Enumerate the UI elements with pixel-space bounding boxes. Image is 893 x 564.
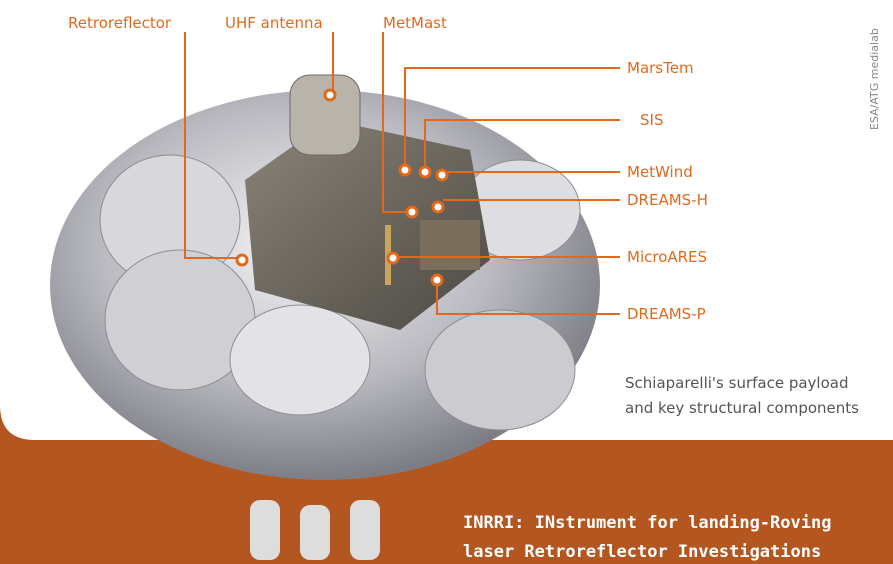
caption: and key structural components [625, 399, 859, 417]
label: UHF antenna [225, 14, 323, 32]
label: MarsTem [627, 59, 694, 77]
label: Retroreflector [68, 14, 172, 32]
label: MicroARES [627, 248, 707, 266]
label: DREAMS-H [627, 191, 708, 209]
label: MetMast [383, 14, 447, 32]
footer-title: INRRI: INstrument for landing-Roving [463, 513, 831, 533]
caption: Schiaparelli's surface payload [625, 374, 848, 392]
label: DREAMS-P [627, 305, 706, 323]
footer-title: laser Retroreflector Investigations [463, 542, 821, 562]
infographic: Retroreflector UHF antenna MetMast MarsT… [0, 0, 893, 564]
label: SIS [640, 111, 663, 129]
credit: ESA/ATG medialab [868, 28, 881, 130]
label: MetWind [627, 163, 693, 181]
